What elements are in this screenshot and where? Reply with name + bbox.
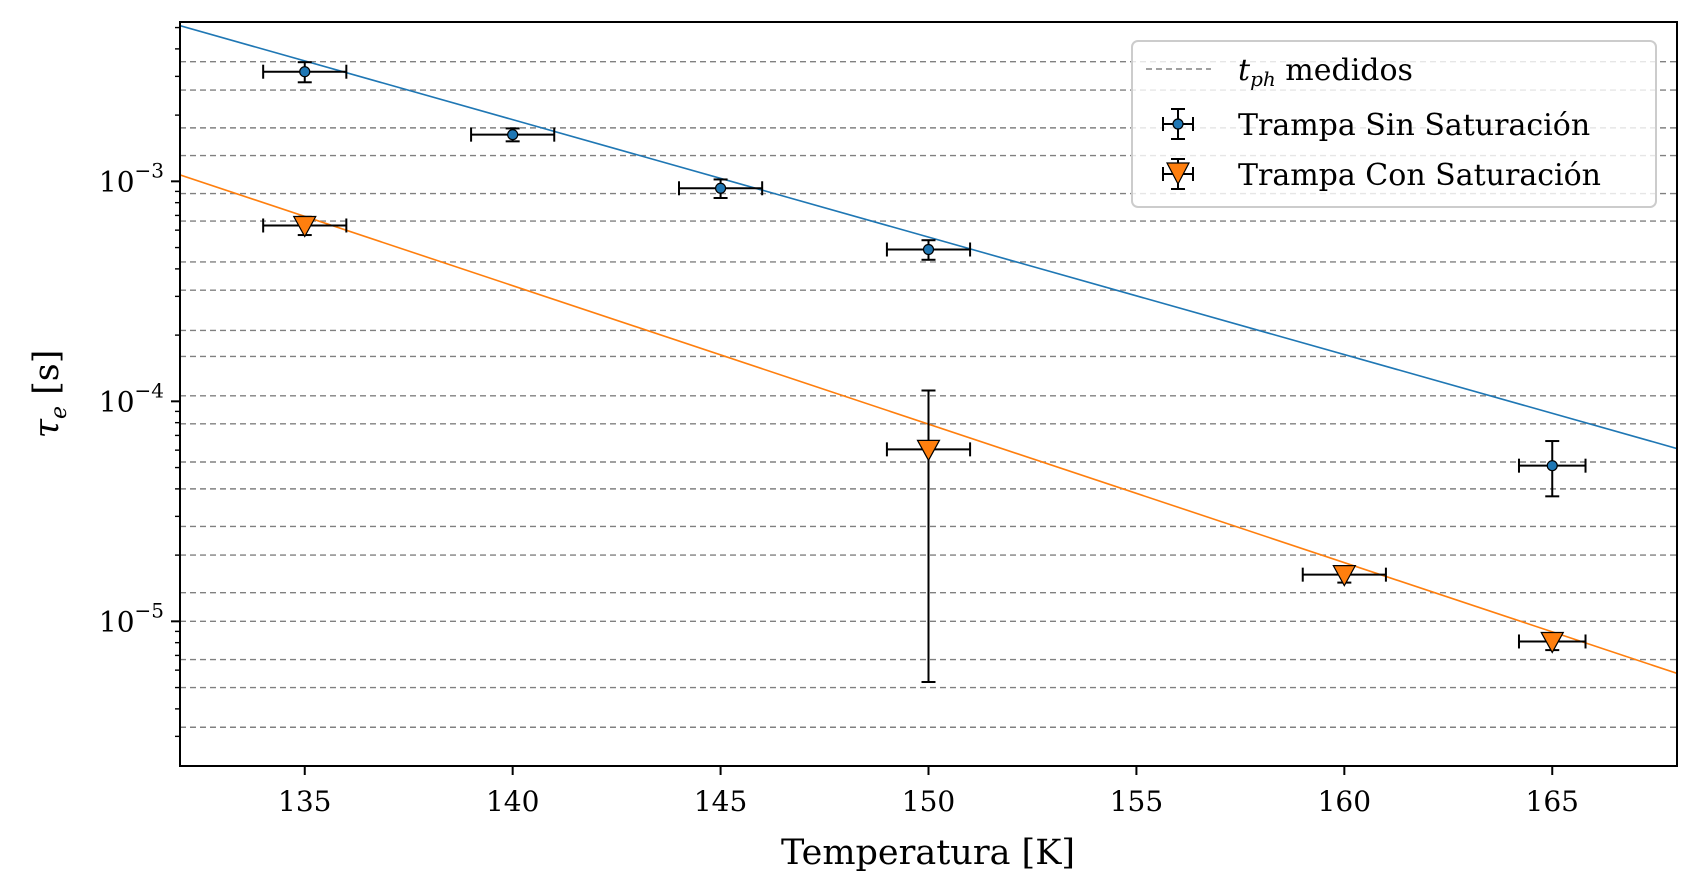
x-tick-label: 165	[1526, 785, 1579, 818]
legend-entry-hlines: tph medidos	[1146, 53, 1413, 91]
x-tick-label: 150	[902, 785, 955, 818]
legend-label-hlines: tph medidos	[1238, 53, 1413, 91]
x-tick-label: 155	[1110, 785, 1163, 818]
x-axis-title: Temperatura [K]	[781, 833, 1075, 873]
data-point-series-2	[292, 215, 317, 238]
y-tick-label: 10−4	[99, 378, 164, 418]
y-axis-title: τe [s]	[27, 350, 72, 439]
legend-label-series-1: Trampa Sin Saturación	[1238, 108, 1590, 143]
legend-marker-circle	[1172, 118, 1184, 130]
data-point-series-1	[714, 182, 727, 194]
data-point-series-2	[916, 439, 941, 462]
legend-entry-series-2: Trampa Con Saturación	[1162, 158, 1601, 193]
data-point-series-1	[507, 129, 519, 141]
x-axis: 135 140 145 150 155 160 165	[278, 766, 1579, 818]
legend-box	[1131, 40, 1657, 208]
x-tick-label: 145	[694, 785, 747, 818]
legend-label-hlines-rest: medidos	[1276, 53, 1413, 88]
fit-line-series-1	[180, 24, 1677, 450]
y-axis: 10−5 10−4 10−3	[99, 26, 180, 738]
legend-label-hlines-subscript: ph	[1250, 67, 1276, 91]
data-point-series-1	[1546, 460, 1558, 472]
data-point-series-1	[299, 66, 311, 78]
x-tick-label: 160	[1318, 785, 1371, 818]
y-tick-label: 10−3	[99, 158, 164, 198]
legend-entry-series-1: Trampa Sin Saturación	[1162, 108, 1590, 143]
y-axis-title-subscript: e	[47, 406, 72, 419]
legend: tph medidos Trampa Sin Saturación Trampa…	[1131, 40, 1657, 208]
legend-label-series-2: Trampa Con Saturación	[1238, 158, 1601, 193]
legend-marker-triangle-down	[1166, 162, 1190, 186]
y-axis-title-unit: [s]	[27, 350, 67, 406]
x-tick-label: 140	[486, 785, 539, 818]
x-tick-label: 135	[278, 785, 331, 818]
y-axis-title-symbol: τ	[27, 418, 67, 438]
data-point-series-1	[922, 243, 935, 256]
data-point-series-2	[1540, 631, 1565, 654]
data-point-series-2	[1332, 565, 1357, 587]
y-tick-label: 10−5	[99, 598, 164, 638]
markers-layer	[292, 66, 1565, 654]
legend-label-hlines-symbol: t	[1238, 53, 1251, 88]
